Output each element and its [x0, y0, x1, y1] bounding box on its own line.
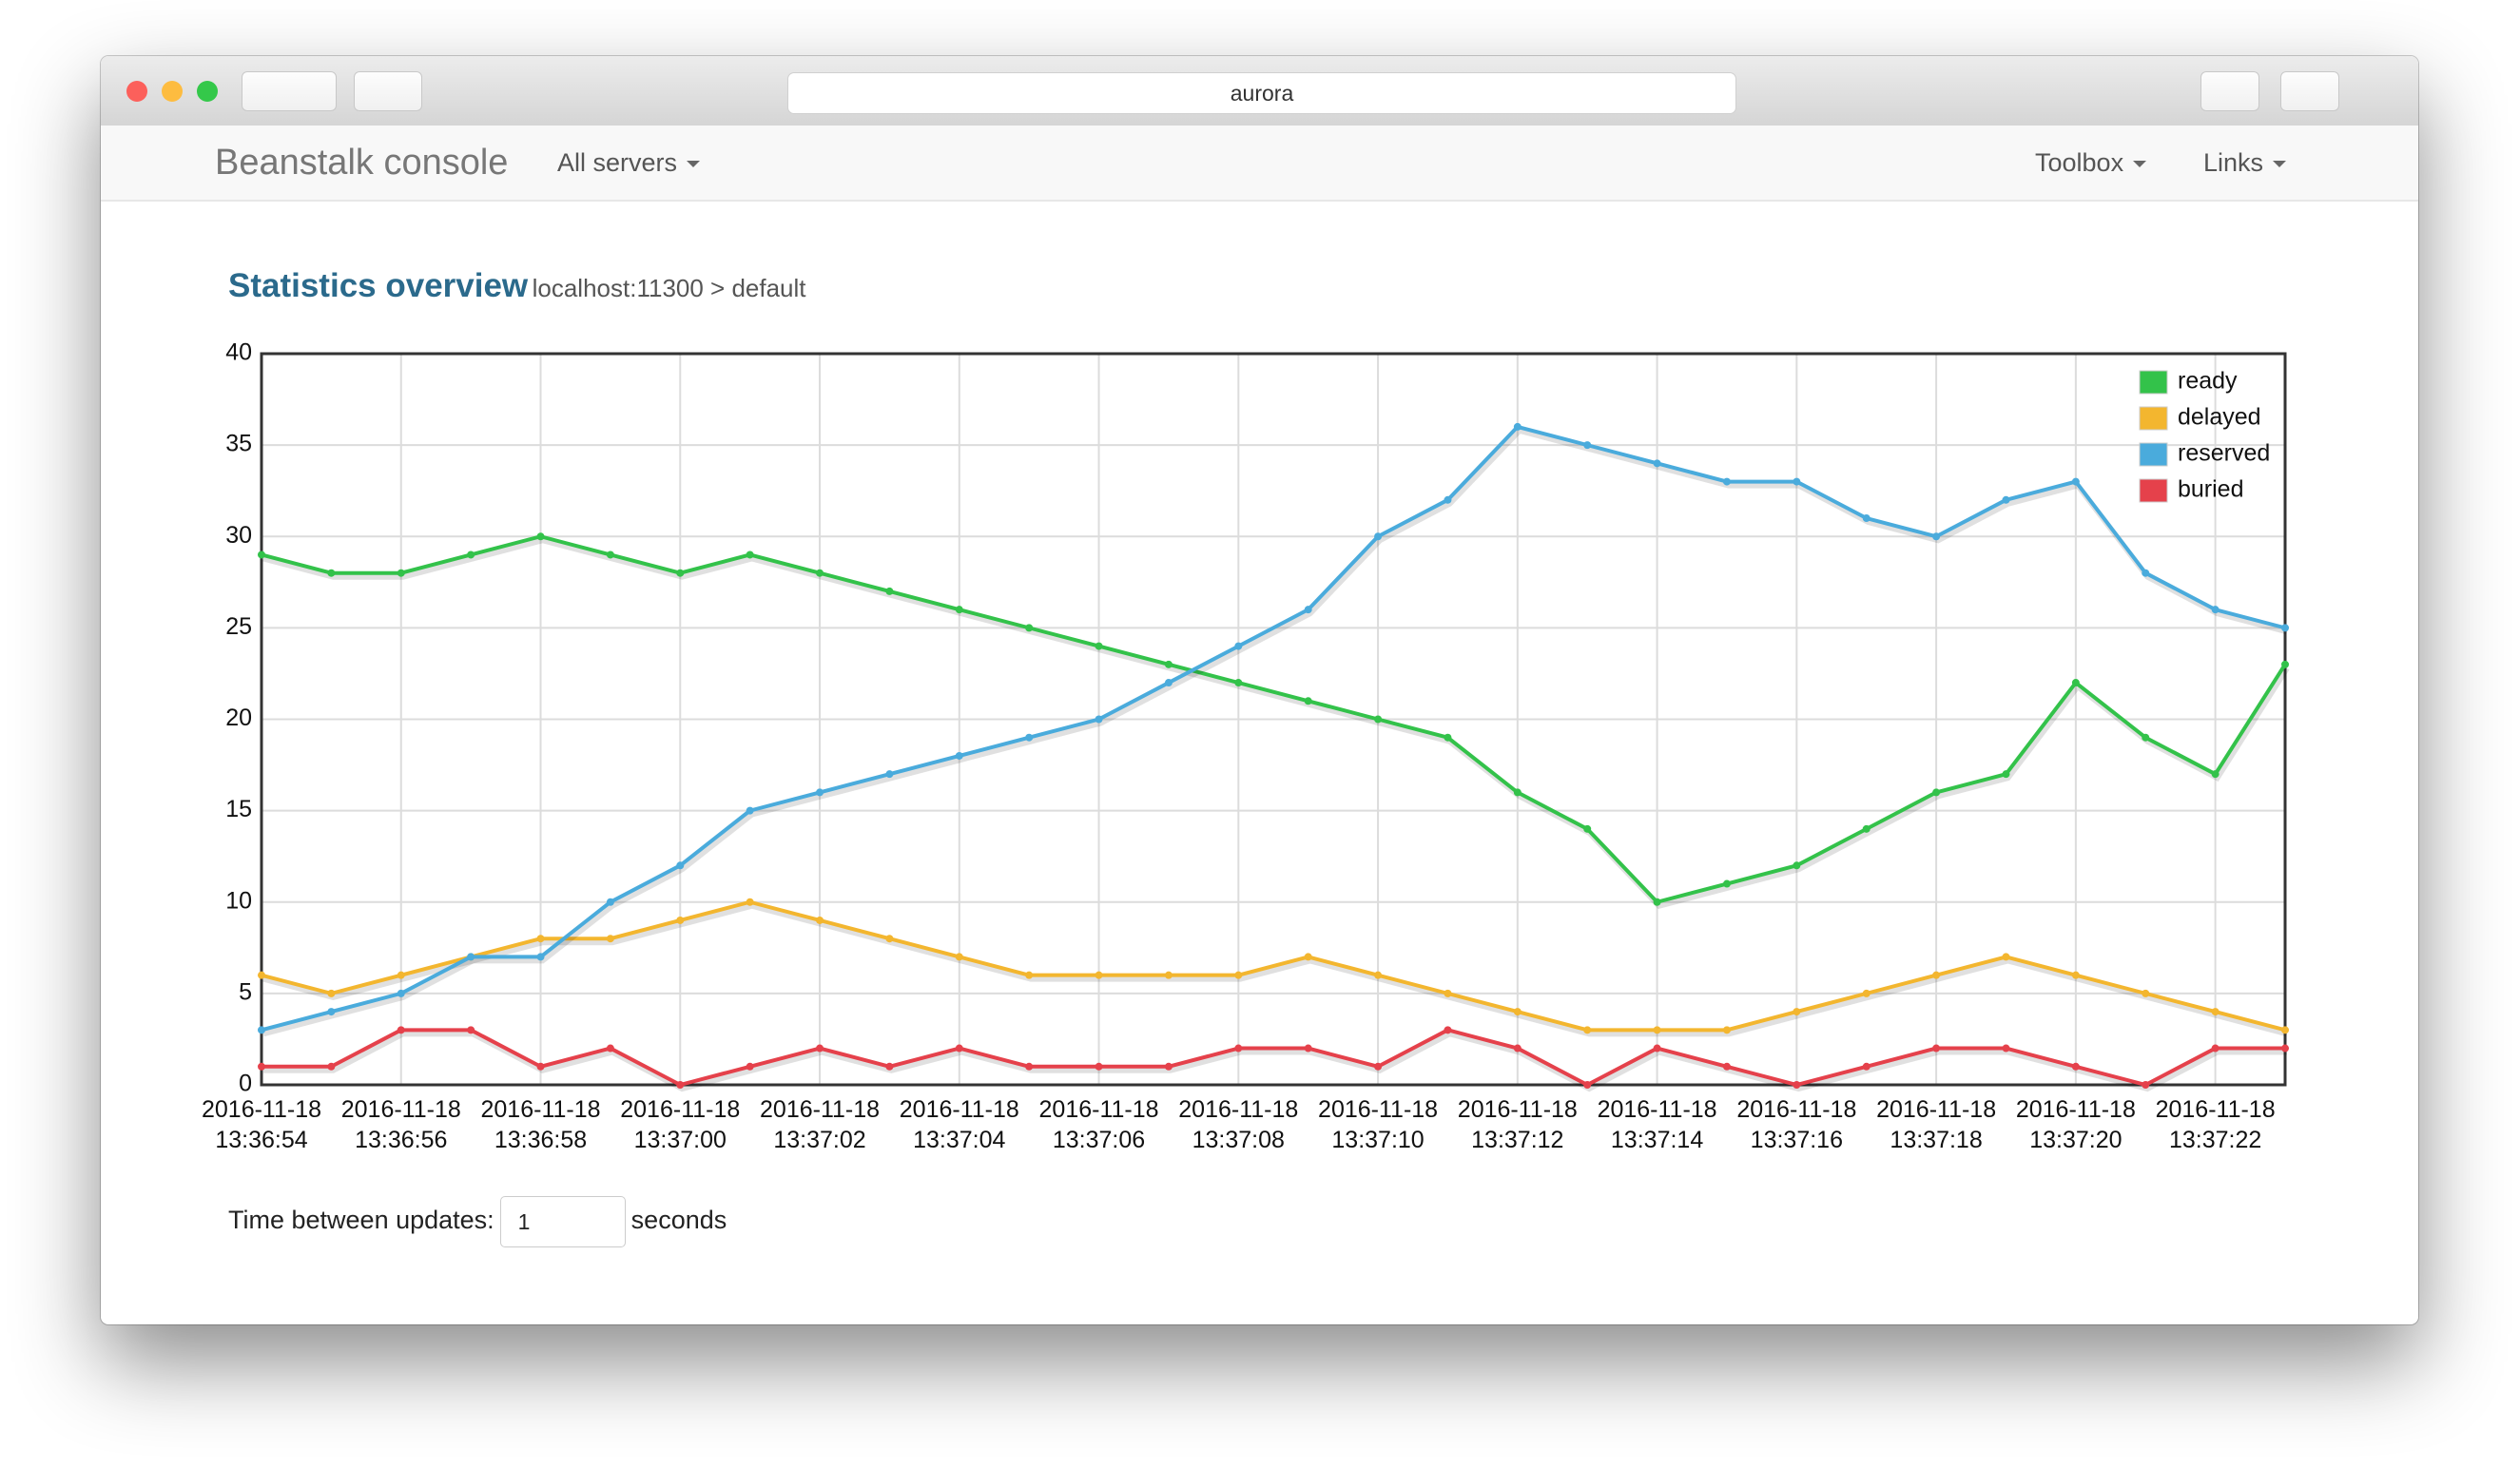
sidebar-button[interactable]	[354, 71, 422, 111]
back-forward[interactable]	[242, 71, 337, 111]
control-unit: seconds	[630, 1206, 727, 1234]
x-tick-label: 2016-11-18 13:36:54	[201, 1096, 322, 1153]
page-subtitle: localhost:11300 > default	[532, 274, 806, 302]
menu-label: Toolbox	[2035, 148, 2124, 177]
close-button[interactable]	[126, 81, 147, 102]
x-tick-label: 2016-11-18 13:37:22	[2155, 1096, 2276, 1153]
x-tick-label: 2016-11-18 13:37:20	[2015, 1096, 2136, 1153]
x-tick-label: 2016-11-18 13:37:12	[1457, 1096, 1578, 1153]
menu-label: All servers	[557, 148, 678, 177]
x-tick-label: 2016-11-18 13:37:02	[760, 1096, 881, 1153]
brand[interactable]: Beanstalk console	[215, 143, 509, 183]
menu-label: Links	[2203, 148, 2264, 177]
navbar: Beanstalk console All servers Toolbox Li…	[101, 126, 2418, 202]
address-bar[interactable]: aurora	[787, 72, 1736, 114]
x-tick-label: 2016-11-18 13:36:56	[340, 1096, 461, 1153]
toolbox-menu[interactable]: Toolbox	[2035, 126, 2147, 200]
caret	[2133, 161, 2147, 168]
x-tick-label: 2016-11-18 13:37:10	[1318, 1096, 1439, 1153]
update-control: Time between updates: 1 seconds	[228, 1193, 727, 1247]
title-bar: aurora	[101, 56, 2418, 126]
interval-input[interactable]: 1	[499, 1195, 626, 1247]
share-button[interactable]	[2200, 71, 2259, 111]
page-title: Statistics overview	[228, 267, 529, 304]
x-tick-label: 2016-11-18 13:37:00	[620, 1096, 741, 1153]
minimize-button[interactable]	[162, 81, 183, 102]
x-tick-label: 2016-11-18 13:37:06	[1038, 1096, 1159, 1153]
servers-menu[interactable]: All servers	[557, 126, 701, 200]
x-tick-label: 2016-11-18 13:37:08	[1178, 1096, 1299, 1153]
heading: Statistics overview localhost:11300 > de…	[228, 267, 806, 305]
x-tick-label: 2016-11-18 13:37:04	[899, 1096, 1019, 1153]
tabs-button[interactable]	[2280, 71, 2339, 111]
x-tick-label: 2016-11-18 13:37:16	[1736, 1096, 1857, 1153]
links-menu[interactable]: Links	[2203, 126, 2287, 200]
control-label: Time between updates:	[228, 1206, 494, 1234]
x-tick-label: 2016-11-18 13:37:14	[1597, 1096, 1717, 1153]
caret	[687, 161, 701, 168]
caret	[2273, 161, 2287, 168]
x-tick-label: 2016-11-18 13:36:58	[480, 1096, 601, 1153]
x-tick-label: 2016-11-18 13:37:18	[1876, 1096, 1997, 1153]
zoom-button[interactable]	[197, 81, 218, 102]
